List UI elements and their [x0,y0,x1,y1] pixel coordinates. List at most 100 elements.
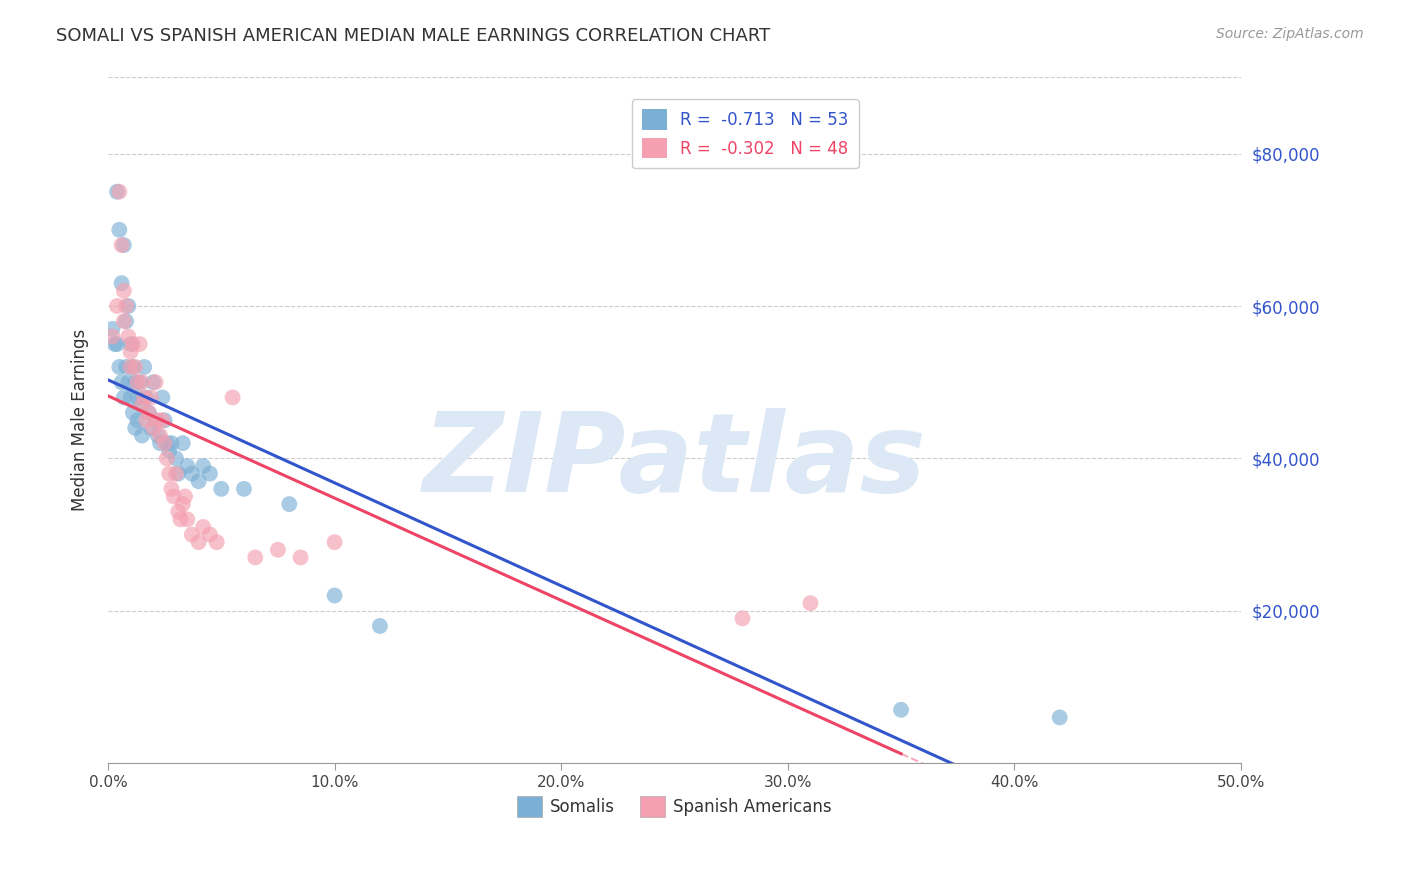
Point [290,550,312,565]
Point [172,497,194,511]
Point [157,443,180,458]
Point [139,421,162,435]
Point [101,329,124,343]
Point [110,375,132,389]
Point [131,398,153,412]
Text: ZIPatlas: ZIPatlas [423,408,927,515]
Point [146,428,169,442]
Point [165,451,187,466]
Point [112,284,135,298]
Point [150,391,173,405]
Point [1049,710,1071,724]
Point [138,406,160,420]
Point [112,391,135,405]
Point [117,299,139,313]
Point [115,314,138,328]
Point [105,185,128,199]
Point [799,596,821,610]
Point [105,299,128,313]
Point [124,421,146,435]
Legend: Somalis, Spanish Americans: Somalis, Spanish Americans [510,789,839,823]
Point [153,436,176,450]
Y-axis label: Median Male Earnings: Median Male Earnings [72,329,89,511]
Point [101,322,124,336]
Point [120,344,142,359]
Point [150,413,173,427]
Point [128,337,150,351]
Point [122,359,145,374]
Point [167,505,190,519]
Point [120,359,142,374]
Point [267,542,290,557]
Point [169,512,191,526]
Point [127,391,149,405]
Point [323,589,346,603]
Point [124,359,146,374]
Point [157,467,180,481]
Point [187,475,209,489]
Point [131,428,153,442]
Point [104,337,127,351]
Point [117,375,139,389]
Point [198,527,221,541]
Point [176,512,198,526]
Point [120,391,142,405]
Point [198,467,221,481]
Text: Source: ZipAtlas.com: Source: ZipAtlas.com [1216,27,1364,41]
Point [110,276,132,290]
Point [135,391,157,405]
Point [146,413,169,427]
Point [174,490,197,504]
Point [145,413,167,427]
Point [191,458,214,473]
Point [187,535,209,549]
Point [167,467,190,481]
Point [108,185,131,199]
Point [135,413,157,427]
Point [112,314,135,328]
Point [180,527,202,541]
Point [138,406,160,420]
Point [120,337,142,351]
Point [176,458,198,473]
Point [172,436,194,450]
Point [156,436,179,450]
Point [368,619,391,633]
Point [221,391,243,405]
Point [731,611,754,625]
Point [108,223,131,237]
Point [134,359,156,374]
Point [142,375,165,389]
Point [245,550,267,565]
Text: SOMALI VS SPANISH AMERICAN MEDIAN MALE EARNINGS CORRELATION CHART: SOMALI VS SPANISH AMERICAN MEDIAN MALE E… [56,27,770,45]
Point [128,375,150,389]
Point [156,451,179,466]
Point [131,398,153,412]
Point [165,467,187,481]
Point [278,497,301,511]
Point [180,467,202,481]
Point [105,337,128,351]
Point [139,391,162,405]
Point [160,436,183,450]
Point [124,375,146,389]
Point [191,520,214,534]
Point [163,490,186,504]
Point [122,337,145,351]
Point [115,299,138,313]
Point [127,375,149,389]
Point [160,482,183,496]
Point [209,482,232,496]
Point [122,406,145,420]
Point [153,413,176,427]
Point [149,436,172,450]
Point [323,535,346,549]
Point [117,329,139,343]
Point [110,238,132,252]
Point [115,359,138,374]
Point [145,375,167,389]
Point [149,428,172,442]
Point [233,482,256,496]
Point [134,391,156,405]
Point [127,413,149,427]
